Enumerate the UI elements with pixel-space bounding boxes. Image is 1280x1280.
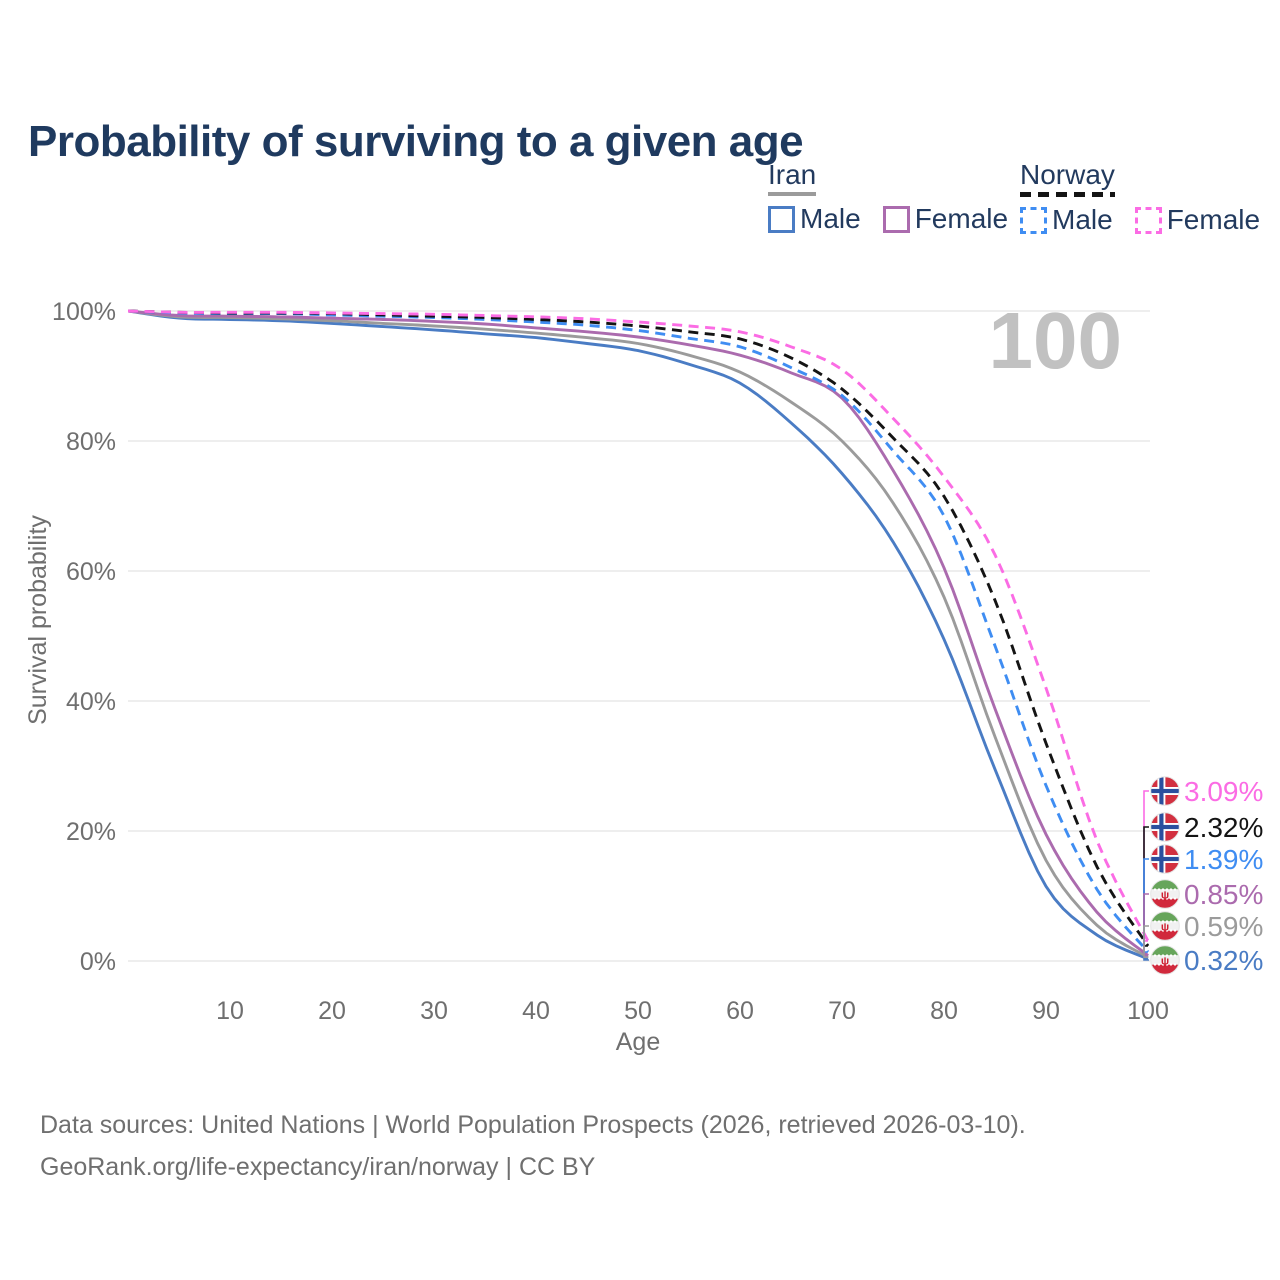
x-axis-title: Age [616, 1028, 660, 1056]
x-tick-label: 90 [1032, 997, 1060, 1025]
legend-group-label: Iran [768, 159, 817, 190]
norway-flag-icon [1150, 812, 1180, 842]
x-tick-label: 70 [828, 997, 856, 1025]
x-tick-label: 80 [930, 997, 958, 1025]
iran-flag-icon: ψ [1150, 879, 1180, 909]
iran-flag-icon: ψ [1150, 911, 1180, 941]
legend-group-title-iran[interactable]: Iran [768, 159, 817, 196]
legend-group-title-norway[interactable]: Norway [1020, 160, 1115, 197]
iran-line-swatch-icon [768, 192, 817, 196]
footer: Data sources: United Nations | World Pop… [40, 1104, 1026, 1188]
legend-item-norway-female[interactable]: Female [1134, 204, 1261, 236]
footer-data-sources: Data sources: United Nations | World Pop… [40, 1111, 1026, 1139]
norway-flag-icon [1150, 776, 1180, 806]
iran-female-swatch-icon [882, 205, 910, 233]
norway-flag-icon [1150, 844, 1180, 874]
y-tick-label: 60% [66, 558, 116, 586]
y-tick-label: 100% [52, 298, 116, 326]
legend-items-iran: Male Female [768, 203, 1008, 235]
legend-item-label: Male [1052, 204, 1113, 235]
y-tick-label: 80% [66, 428, 116, 456]
x-tick-label: 10 [216, 997, 244, 1025]
x-tick-label: 50 [624, 997, 652, 1025]
age-counter-watermark: 100 [989, 296, 1122, 385]
legend-item-label: Female [914, 203, 1009, 234]
end-labels-layer: 3.09% 2.32%1.39% ψ 0.85% ψ 0.59% ψ 0.32% [1143, 776, 1263, 976]
end-label-iran: 0.59% [1184, 911, 1263, 942]
curve-iran-female [128, 309, 1149, 957]
legend-group-label: Norway [1020, 159, 1115, 190]
legend-group-iran: Iran Male Female [768, 160, 1008, 235]
legend-group-norway: Norway Male Female [1020, 160, 1260, 236]
end-label-norway-male: 1.39% [1184, 844, 1263, 875]
legend-items-norway: Male Female [1020, 204, 1260, 236]
footer-attribution: GeoRank.org/life-expectancy/iran/norway … [40, 1153, 596, 1181]
legend-item-label: Female [1166, 204, 1261, 235]
y-tick-label: 40% [66, 688, 116, 716]
svg-text:ψ: ψ [1161, 955, 1169, 967]
leader-line-iran-male [1143, 958, 1149, 961]
x-tick-label: 30 [420, 997, 448, 1025]
end-label-norway: 2.32% [1184, 812, 1263, 843]
leader-line-iran-female [1143, 893, 1149, 957]
y-axis-title: Survival probability [24, 515, 52, 725]
norway-female-swatch-icon [1134, 206, 1162, 234]
x-tick-label: 60 [726, 997, 754, 1025]
curve-norway [128, 309, 1150, 947]
legend-item-label: Male [800, 203, 861, 234]
norway-line-swatch-icon [1020, 192, 1115, 197]
page-title: Probability of surviving to a given age [28, 117, 804, 167]
x-tick-label: 100 [1127, 997, 1169, 1025]
curves-layer [128, 309, 1150, 961]
curve-iran-male [128, 309, 1149, 961]
svg-text:ψ: ψ [1161, 889, 1169, 901]
iran-flag-icon: ψ [1150, 945, 1180, 975]
y-tick-label: 0% [80, 948, 116, 976]
legend-item-iran-female[interactable]: Female [882, 203, 1009, 235]
legend-item-norway-male[interactable]: Male [1020, 204, 1113, 236]
svg-text:ψ: ψ [1161, 921, 1169, 933]
end-label-iran-female: 0.85% [1184, 879, 1263, 910]
end-label-norway-female: 3.09% [1184, 776, 1263, 807]
curve-norway-male [128, 309, 1150, 953]
leader-line-iran [1143, 925, 1149, 958]
y-tick-label: 20% [66, 818, 116, 846]
curve-norway-female [128, 309, 1150, 942]
x-tick-label: 40 [522, 997, 550, 1025]
iran-male-swatch-icon [768, 205, 795, 233]
curve-iran [128, 309, 1149, 959]
x-tick-label: 20 [318, 997, 346, 1025]
end-label-iran-male: 0.32% [1184, 945, 1263, 976]
legend-item-iran-male[interactable]: Male [768, 203, 861, 235]
norway-male-swatch-icon [1020, 206, 1047, 234]
